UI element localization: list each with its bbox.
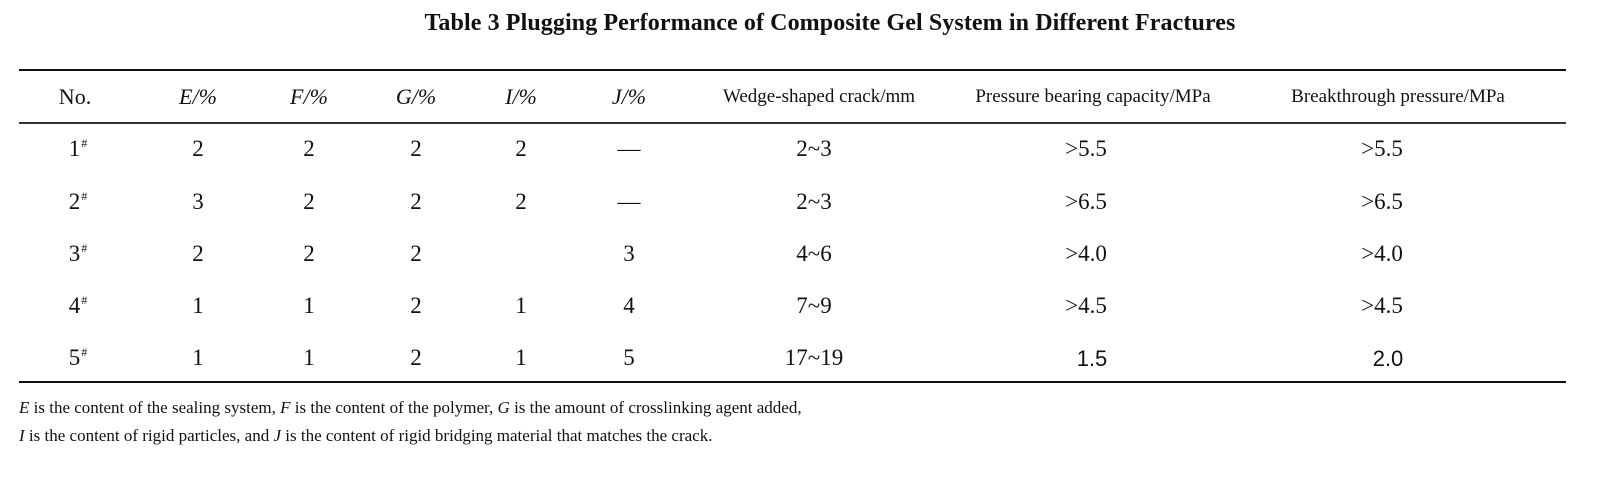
- cell-crack: 4~6: [796, 241, 832, 266]
- cell-i: 1: [515, 293, 527, 318]
- bottom-rule: [19, 381, 1566, 383]
- cell-j: —: [617, 189, 641, 214]
- row-number-value: 2: [68, 189, 81, 214]
- row-number-value: 4: [68, 293, 81, 318]
- header-pressure-bearing: Pressure bearing capacity/MPa: [975, 86, 1211, 107]
- cell-j: 5: [623, 345, 635, 370]
- cell-f: 2: [303, 241, 315, 266]
- row-number-value: 5: [68, 345, 81, 370]
- table-caption: Table 3 Plugging Performance of Composit…: [424, 10, 1236, 36]
- cell-breakthrough: >4.5: [1361, 293, 1403, 318]
- footnote-symbol-f: F: [280, 398, 291, 417]
- cell-e: 1: [192, 345, 204, 370]
- row-number-mark: #: [81, 293, 88, 307]
- footnote-line-1: E is the content of the sealing system, …: [19, 398, 802, 418]
- cell-crack: 7~9: [796, 293, 832, 318]
- header-i: I/%: [505, 84, 537, 109]
- cell-bearing: >4.0: [1065, 241, 1107, 266]
- cell-e: 2: [192, 241, 204, 266]
- cell-f: 2: [303, 189, 315, 214]
- cell-i: 1: [515, 345, 527, 370]
- header-wedge-crack: Wedge-shaped crack/mm: [722, 86, 916, 107]
- row-number-value: 1: [68, 136, 81, 161]
- cell-f: 1: [303, 345, 315, 370]
- cell-breakthrough: 2.0: [1372, 346, 1404, 371]
- cell-j: 3: [623, 241, 635, 266]
- footnote-text-e: is the content of the sealing system,: [29, 398, 281, 417]
- cell-crack: 17~19: [784, 345, 844, 370]
- cell-bearing: >6.5: [1065, 189, 1107, 214]
- cell-f: 1: [303, 293, 315, 318]
- cell-j: 4: [623, 293, 635, 318]
- row-number-mark: #: [81, 345, 88, 359]
- header-breakthrough: Breakthrough pressure/MPa: [1291, 86, 1505, 107]
- footnote-text-g: is the amount of crosslinking agent adde…: [509, 398, 802, 417]
- row-number-value: 3: [68, 241, 81, 266]
- footnote-symbol-i: I: [19, 426, 25, 445]
- cell-e: 1: [192, 293, 204, 318]
- row-number-mark: #: [81, 136, 88, 150]
- header-e: E/%: [179, 84, 217, 109]
- header-rule: [19, 122, 1566, 124]
- header-j: J/%: [611, 84, 647, 109]
- cell-breakthrough: >6.5: [1361, 189, 1403, 214]
- cell-e: 3: [192, 189, 204, 214]
- header-f: F/%: [290, 84, 328, 109]
- cell-bearing: >4.5: [1065, 293, 1107, 318]
- cell-i: 2: [515, 189, 527, 214]
- footnote-text-i: is the content of rigid particles, and: [24, 426, 274, 445]
- cell-breakthrough: >5.5: [1361, 136, 1403, 161]
- top-rule: [19, 69, 1566, 71]
- footnote-text-j: is the content of rigid bridging materia…: [281, 426, 713, 445]
- footnote-symbol-j: J: [273, 426, 282, 445]
- cell-g: 2: [410, 189, 422, 214]
- cell-g: 2: [410, 241, 422, 266]
- cell-crack: 2~3: [796, 189, 832, 214]
- row-number: 5#: [69, 345, 88, 371]
- cell-f: 2: [303, 136, 315, 161]
- footnote-symbol-e: E: [19, 398, 30, 417]
- footnote-line-2: I is the content of rigid particles, and…: [19, 426, 712, 446]
- header-no: No.: [58, 84, 92, 109]
- footnote-symbol-g: G: [497, 398, 510, 417]
- row-number-mark: #: [81, 241, 88, 255]
- cell-g: 2: [410, 293, 422, 318]
- row-number: 3#: [69, 241, 88, 267]
- row-number: 1#: [69, 136, 88, 162]
- cell-j: —: [617, 136, 641, 161]
- row-number: 4#: [69, 293, 88, 319]
- footnote-text-f: is the content of the polymer,: [290, 398, 498, 417]
- cell-breakthrough: >4.0: [1361, 241, 1403, 266]
- cell-crack: 2~3: [796, 136, 832, 161]
- cell-bearing: >5.5: [1065, 136, 1107, 161]
- row-number-mark: #: [81, 189, 88, 203]
- cell-g: 2: [410, 136, 422, 161]
- cell-i: 2: [515, 136, 527, 161]
- cell-bearing: 1.5: [1076, 346, 1108, 371]
- cell-g: 2: [410, 345, 422, 370]
- cell-e: 2: [192, 136, 204, 161]
- row-number: 2#: [69, 189, 88, 215]
- header-g: G/%: [395, 84, 437, 109]
